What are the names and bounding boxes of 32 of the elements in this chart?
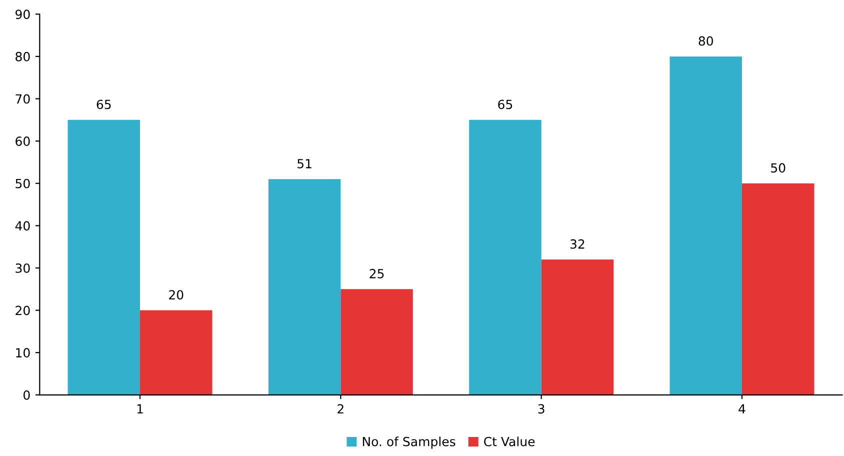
data-label: 65 — [96, 100, 111, 110]
data-label: 25 — [370, 268, 384, 278]
data-label: 51 — [298, 159, 312, 168]
x-tick-label: 2 — [338, 404, 344, 414]
legend-label: Ct Value — [484, 436, 535, 446]
y-tick-label: 40 — [15, 221, 30, 231]
data-label: 32 — [570, 239, 584, 249]
y-tick-label: 90 — [16, 10, 30, 20]
legend-label: No. of Samples — [362, 436, 456, 449]
x-tick-label: 1 — [137, 404, 143, 414]
data-label: 50 — [771, 163, 786, 173]
x-tick-label: 3 — [538, 404, 544, 414]
data-label: 80 — [698, 36, 713, 46]
y-tick-label: 70 — [16, 94, 30, 104]
y-tick-label: 20 — [16, 306, 30, 316]
y-tick-label: 0 — [24, 390, 30, 400]
y-tick-label: 50 — [16, 178, 30, 188]
bar — [340, 289, 413, 395]
data-label: 65 — [498, 100, 512, 110]
bar — [742, 183, 814, 395]
bar — [541, 260, 614, 395]
bar — [268, 179, 341, 395]
data-label: 20 — [169, 290, 184, 300]
bar — [68, 120, 140, 395]
bar — [670, 56, 742, 395]
x-tick-label: 4 — [738, 404, 746, 414]
y-tick-label: 10 — [16, 348, 30, 358]
bar — [140, 310, 212, 395]
bar — [469, 120, 542, 395]
y-tick-label: 80 — [16, 52, 30, 62]
y-tick-label: 60 — [16, 136, 30, 146]
y-tick-label: 30 — [16, 263, 30, 273]
